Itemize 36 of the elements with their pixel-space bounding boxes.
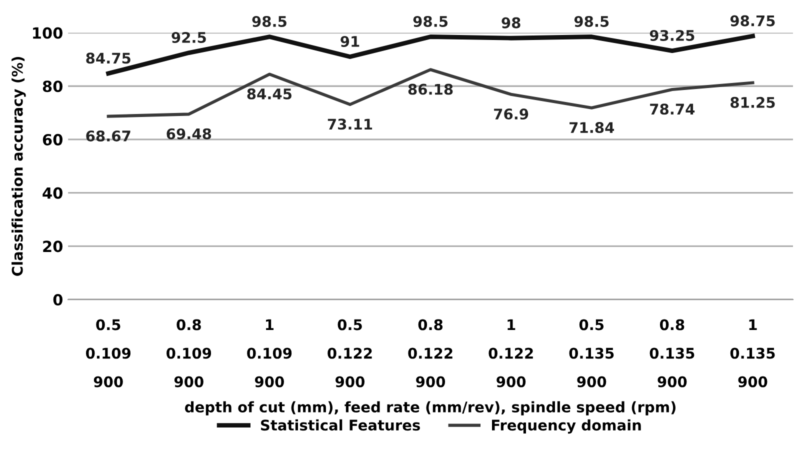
x-tick-label: 0.5 0.122 900 <box>328 319 372 388</box>
y-tick-label: 60 <box>42 134 62 146</box>
x-axis-title: depth of cut (mm), feed rate (mm/rev), spindle speed (rpm) <box>184 401 676 416</box>
category-label: 1 0.122 900 <box>488 319 533 388</box>
data-label: 86.18 <box>408 84 453 95</box>
x-tick-label: 0.5 0.135 900 <box>569 319 614 388</box>
category-label: 1 0.109 900 <box>247 319 292 388</box>
legend-label: Statistical Features <box>260 419 420 431</box>
legend-label: Frequency domain <box>492 419 641 434</box>
y-tick-label: 20 <box>43 240 62 252</box>
x-tick-label: 0.5 0.109 900 <box>86 319 130 388</box>
data-label: 78.74 <box>650 104 695 115</box>
data-label: 98.75 <box>730 15 775 26</box>
data-label: 91 <box>340 36 360 47</box>
y-tick-label: 80 <box>42 80 62 92</box>
data-label: 98 <box>502 17 520 28</box>
data-label: 98.5 <box>574 16 609 27</box>
x-tick-label: 0.8 0.135 900 <box>650 319 694 388</box>
data-label: 69.48 <box>166 128 212 140</box>
y-tick-label: 40 <box>42 187 62 199</box>
data-label: 98.5 <box>252 16 286 27</box>
data-label: 73.11 <box>328 118 372 130</box>
data-label: 76.9 <box>494 108 528 120</box>
data-label: 71.84 <box>570 122 614 134</box>
category-label: 1 0.135 900 <box>730 319 775 388</box>
data-label: 84.75 <box>86 52 130 64</box>
data-label: 81.25 <box>730 96 775 108</box>
data-label: 92.5 <box>172 32 206 43</box>
data-label: 93.25 <box>650 30 694 41</box>
data-label: 84.45 <box>247 88 292 100</box>
y-tick-label: 100 <box>33 27 62 39</box>
y-tick-label: 0 <box>53 294 62 306</box>
data-label: 98.5 <box>413 16 448 27</box>
x-tick-label: 0.8 0.122 900 <box>408 319 452 388</box>
y-axis-title: Classification accuracy (%) <box>12 56 26 276</box>
data-label: 68.67 <box>86 130 130 142</box>
